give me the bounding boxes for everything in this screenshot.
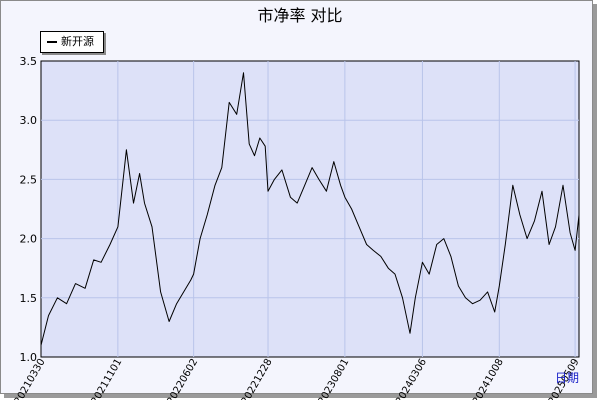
series-layer (40, 72, 580, 346)
chart-title: 市净率 对比 (257, 6, 342, 25)
x-tick-label: 20220602 (165, 357, 200, 400)
x-tick-label: 20230801 (316, 357, 351, 400)
y-tick-label: 1.0 (20, 351, 38, 364)
y-axis-ticks: 1.0 1.5 2.0 2.5 3.0 3.5 (20, 55, 38, 364)
x-tick-label: 20221228 (240, 357, 275, 400)
y-tick-label: 2.0 (20, 233, 38, 246)
y-tick-label: 2.5 (20, 173, 38, 186)
x-axis-ticks: 20210330 20211101 20220602 20221228 20230801… (13, 357, 582, 400)
y-tick-label: 3.0 (20, 114, 38, 127)
plot-area (40, 60, 580, 358)
x-tick-label: 20211101 (89, 357, 124, 400)
series-line-xinkaiyuan (40, 72, 580, 346)
y-tick-label: 1.5 (20, 292, 38, 305)
x-axis-label: 日期 (555, 371, 579, 385)
legend-label-xinkaiyuan: 新开源 (61, 35, 94, 48)
y-tick-label: 3.5 (20, 55, 38, 68)
legend-swatch-xinkaiyuan (47, 41, 57, 43)
x-tick-label: 20240306 (394, 357, 429, 400)
legend: 新开源 (40, 31, 104, 53)
x-tick-label: 20241008 (471, 357, 506, 400)
